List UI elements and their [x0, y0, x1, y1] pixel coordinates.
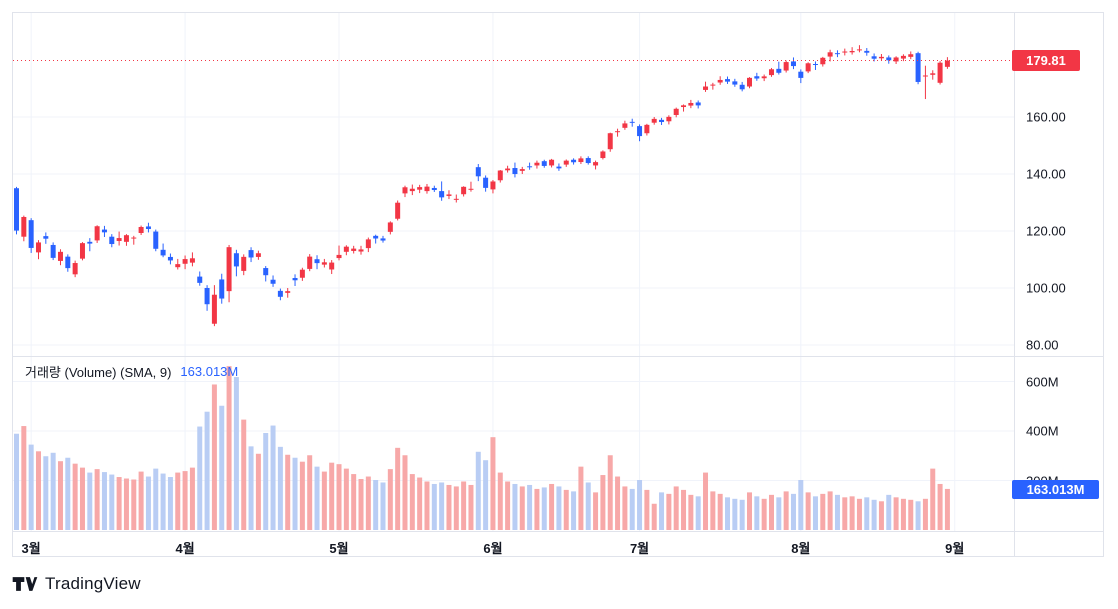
candlestick-chart-canvas[interactable] — [0, 0, 1118, 570]
time-axis-tick: 7월 — [629, 541, 650, 556]
tradingview-logo-icon — [12, 574, 38, 594]
current-price-label: 179.81 — [1012, 50, 1080, 72]
tradingview-attribution[interactable]: TradingView — [12, 574, 141, 594]
price-axis-tick: 140.00 — [1026, 166, 1066, 182]
time-axis-tick: 4월 — [175, 541, 195, 556]
volume-legend-title: 거래량 (Volume) (SMA, 9) — [25, 365, 172, 380]
price-axis-tick: 120.00 — [1026, 223, 1066, 239]
volume-axis-tick: 600M — [1026, 374, 1059, 389]
time-axis-tick: 8월 — [791, 541, 811, 556]
price-axis-tick: 80.00 — [1026, 337, 1059, 353]
time-axis-tick: 9월 — [945, 541, 965, 556]
tradingview-chart-widget: 거래량 (Volume) (SMA, 9) 163.013M 160.00 140… — [0, 0, 1118, 570]
volume-sma-value: 163.013M — [180, 364, 239, 379]
price-axis-tick: 100.00 — [1026, 280, 1066, 296]
volume-axis-tick: 400M — [1026, 423, 1059, 439]
price-axis[interactable] — [1015, 12, 1104, 531]
time-axis-tick: 6월 — [483, 541, 503, 556]
price-axis-tick: 160.00 — [1026, 109, 1066, 125]
time-axis-tick: 3월 — [21, 541, 41, 556]
time-axis-tick: 5월 — [329, 541, 349, 556]
volume-indicator-legend: 거래량 (Volume) (SMA, 9) 163.013M — [25, 362, 238, 381]
tradingview-logo-text: TradingView — [45, 574, 141, 593]
time-axis[interactable] — [12, 531, 1015, 557]
current-volume-label: 163.013M — [1012, 480, 1099, 500]
